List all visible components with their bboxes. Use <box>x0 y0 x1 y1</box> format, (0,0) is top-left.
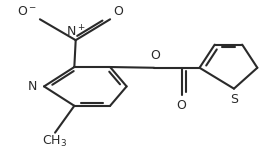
Text: O: O <box>113 5 123 18</box>
Text: O: O <box>151 49 160 62</box>
Text: N: N <box>28 80 37 93</box>
Text: O$^-$: O$^-$ <box>17 5 37 18</box>
Text: O: O <box>177 99 187 112</box>
Text: CH$_3$: CH$_3$ <box>43 134 68 149</box>
Text: S: S <box>230 93 238 106</box>
Text: N$^+$: N$^+$ <box>66 24 85 39</box>
